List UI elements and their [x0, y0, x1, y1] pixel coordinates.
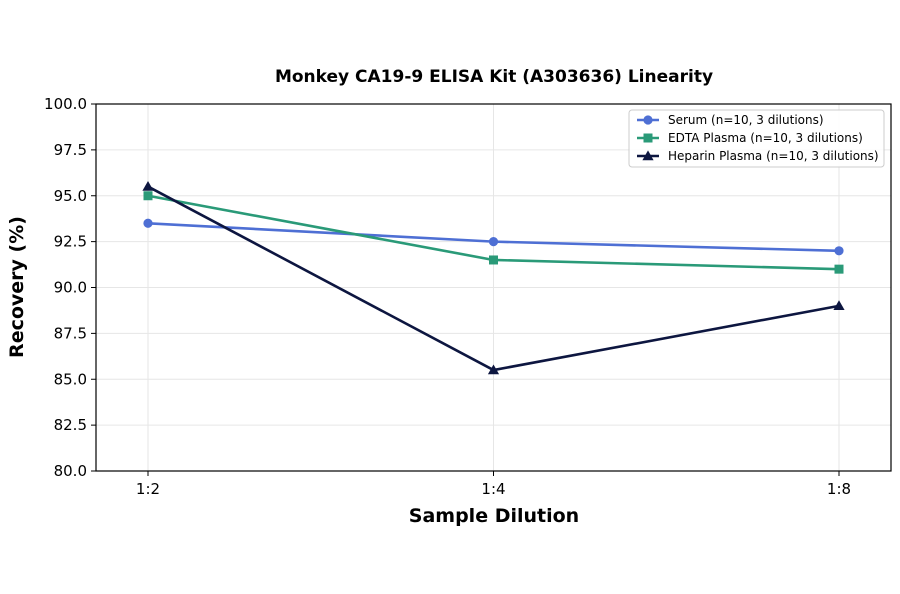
legend-box: [628, 109, 885, 168]
data-point-circle: [834, 246, 844, 256]
y-tick-label: 100.0: [44, 95, 87, 113]
data-point-square: [489, 255, 498, 265]
legend: Serum (n=10, 3 dilutions) EDTA Plasma (n=…: [628, 109, 885, 168]
y-axis-label: Recovery (%): [6, 216, 28, 358]
y-tick-label: 90.0: [54, 279, 87, 297]
y-tick-label: 95.0: [54, 187, 87, 205]
y-tick-label: 80.0: [54, 462, 87, 480]
data-point-circle: [643, 115, 653, 125]
data-point-square: [834, 264, 844, 274]
data-point-circle: [488, 237, 499, 247]
series-lines: [142, 180, 845, 375]
y-tick-label: 87.5: [54, 324, 87, 342]
x-tick-label: 1:8: [827, 480, 851, 498]
chart-title: Monkey CA19-9 ELISA Kit (A303636) Linear…: [275, 67, 713, 87]
legend-item: EDTA Plasma (n=10, 3 dilutions): [637, 131, 863, 145]
y-tick-label: 92.5: [54, 233, 87, 251]
data-point-triangle: [642, 150, 654, 161]
data-point-square: [643, 133, 653, 143]
data-point-circle: [143, 218, 153, 228]
data-point-square: [143, 191, 153, 201]
y-tick-label: 97.5: [54, 141, 87, 159]
legend-label: Serum (n=10, 3 dilutions): [668, 113, 824, 127]
legend-label: EDTA Plasma (n=10, 3 dilutions): [668, 131, 863, 145]
data-point-triangle: [487, 364, 500, 375]
legend-label: Heparin Plasma (n=10, 3 dilutions): [668, 149, 879, 163]
data-point-triangle: [833, 300, 845, 311]
legend-item: Serum (n=10, 3 dilutions): [637, 113, 824, 127]
legend-item: Heparin Plasma (n=10, 3 dilutions): [637, 149, 879, 163]
y-tick-label: 85.0: [54, 370, 87, 388]
x-axis-label: Sample Dilution: [409, 505, 579, 527]
data-point-triangle: [142, 180, 154, 191]
x-tick-label: 1:4: [481, 480, 505, 498]
series-1: [143, 191, 844, 274]
x-tick-label: 1:2: [136, 480, 160, 498]
series-0: [143, 218, 844, 256]
series-2: [142, 180, 845, 375]
y-tick-label: 82.5: [54, 416, 87, 434]
axis-ticks: 80.0 82.5 85.0 87.5 90.0 92.5 95.0 97.5 100.0 1:2…: [44, 95, 851, 498]
